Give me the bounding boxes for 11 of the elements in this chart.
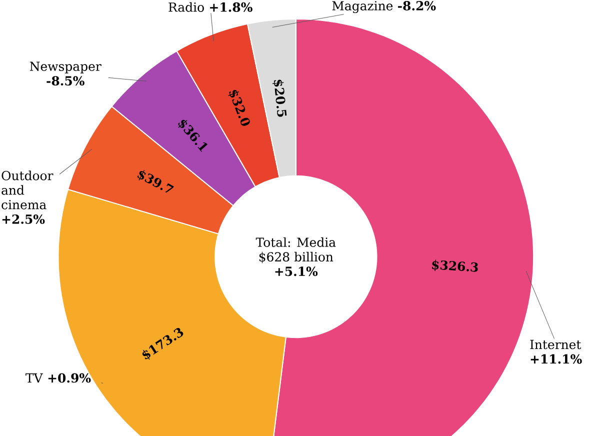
text: $628 billion: [259, 252, 334, 264]
slice-label: TV +0.9%: [26, 373, 91, 383]
slice-label: Magazine -8.2%: [332, 1, 436, 14]
data-label: $326.3: [432, 260, 478, 272]
data-label: $20.5: [272, 80, 287, 117]
slice-label: Outdoor and cinema +2.5%: [2, 170, 54, 224]
slice-label: Internet +11.1%: [530, 340, 582, 364]
text: +5.1%: [275, 266, 318, 276]
slice-label: Newspaper -8.5%: [30, 62, 102, 86]
text: Total: Media: [256, 237, 336, 247]
slice-label: Radio +1.8%: [168, 2, 252, 12]
